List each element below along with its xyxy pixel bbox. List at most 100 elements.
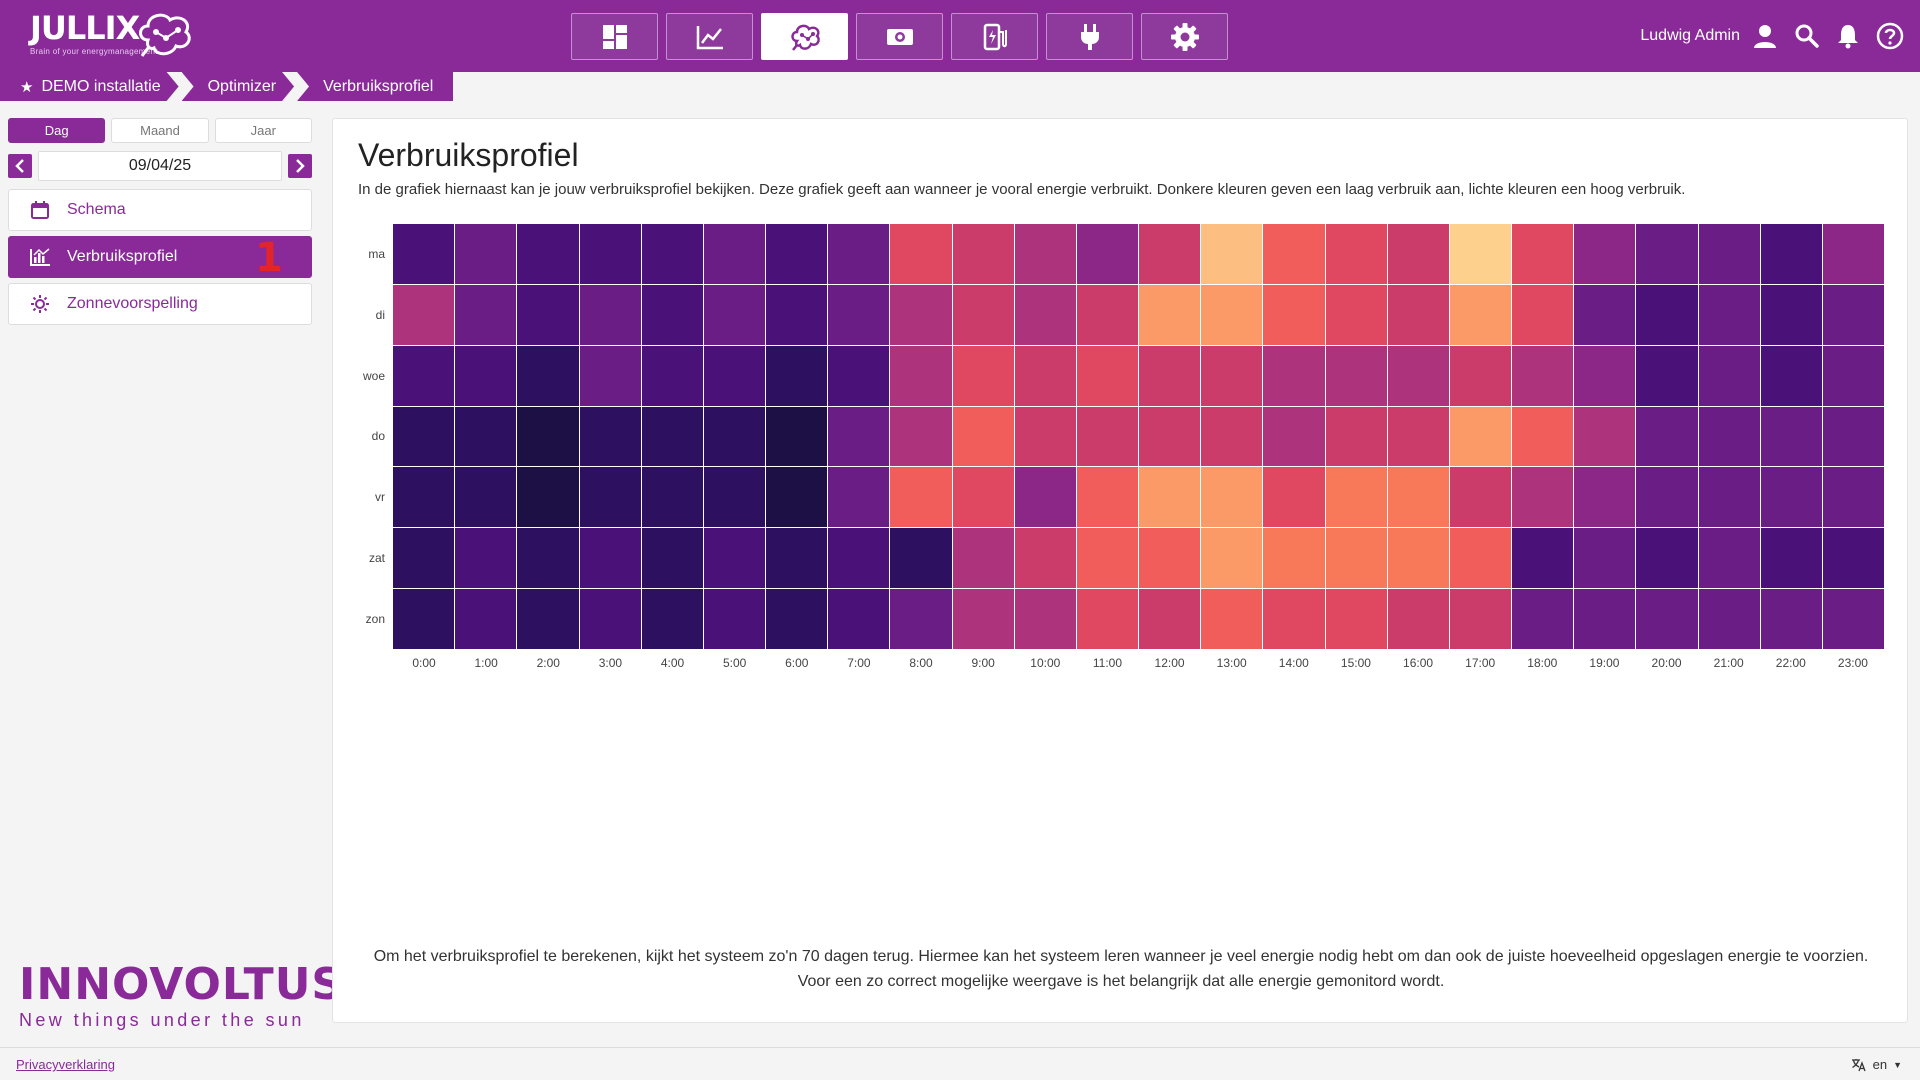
heatmap-cell[interactable]: [1636, 589, 1698, 649]
heatmap-cell[interactable]: [952, 345, 1014, 406]
heatmap-cell[interactable]: [1014, 224, 1076, 284]
heatmap-cell[interactable]: [1076, 589, 1138, 649]
heatmap-cell[interactable]: [1512, 528, 1574, 589]
heatmap-cell[interactable]: [1325, 528, 1387, 589]
heatmap-cell[interactable]: [1076, 467, 1138, 528]
heatmap-cell[interactable]: [393, 284, 455, 345]
heatmap-cell[interactable]: [703, 528, 765, 589]
heatmap-cell[interactable]: [641, 589, 703, 649]
heatmap-cell[interactable]: [952, 467, 1014, 528]
heatmap-cell[interactable]: [1325, 345, 1387, 406]
heatmap-cell[interactable]: [1387, 589, 1449, 649]
heatmap-cell[interactable]: [393, 467, 455, 528]
heatmap-cell[interactable]: [1014, 406, 1076, 467]
heatmap-cell[interactable]: [579, 284, 641, 345]
search-icon[interactable]: [1794, 23, 1820, 49]
heatmap-cell[interactable]: [1263, 224, 1325, 284]
heatmap-cell[interactable]: [641, 528, 703, 589]
heatmap-cell[interactable]: [1076, 406, 1138, 467]
heatmap-cell[interactable]: [1449, 224, 1511, 284]
heatmap-cell[interactable]: [641, 406, 703, 467]
heatmap-cell[interactable]: [1822, 224, 1884, 284]
heatmap-cell[interactable]: [641, 224, 703, 284]
heatmap-cell[interactable]: [766, 224, 828, 284]
heatmap-cell[interactable]: [1636, 406, 1698, 467]
heatmap-cell[interactable]: [579, 224, 641, 284]
heatmap-cell[interactable]: [1201, 467, 1263, 528]
heatmap-cell[interactable]: [1139, 345, 1201, 406]
nav-optimizer-button[interactable]: [761, 13, 848, 60]
heatmap-cell[interactable]: [1076, 284, 1138, 345]
heatmap-cell[interactable]: [1449, 406, 1511, 467]
breadcrumb-optimizer[interactable]: Optimizer: [182, 72, 294, 101]
heatmap-cell[interactable]: [1574, 467, 1636, 528]
heatmap-cell[interactable]: [1387, 406, 1449, 467]
heatmap-cell[interactable]: [455, 406, 517, 467]
heatmap-cell[interactable]: [579, 528, 641, 589]
heatmap-cell[interactable]: [1076, 345, 1138, 406]
heatmap-cell[interactable]: [1325, 589, 1387, 649]
heatmap-cell[interactable]: [455, 345, 517, 406]
heatmap-cell[interactable]: [828, 224, 890, 284]
nav-charger-button[interactable]: [951, 13, 1038, 60]
heatmap-cell[interactable]: [703, 467, 765, 528]
heatmap-cell[interactable]: [766, 406, 828, 467]
heatmap-cell[interactable]: [1139, 528, 1201, 589]
nav-finance-button[interactable]: [856, 13, 943, 60]
heatmap-cell[interactable]: [890, 284, 952, 345]
heatmap-cell[interactable]: [1263, 284, 1325, 345]
heatmap-cell[interactable]: [1201, 528, 1263, 589]
heatmap-cell[interactable]: [1014, 284, 1076, 345]
heatmap-cell[interactable]: [703, 284, 765, 345]
heatmap-cell[interactable]: [1263, 345, 1325, 406]
nav-devices-button[interactable]: [1046, 13, 1133, 60]
tab-day[interactable]: Dag: [8, 118, 106, 143]
tab-month[interactable]: Maand: [111, 118, 209, 143]
heatmap-cell[interactable]: [641, 467, 703, 528]
heatmap-cell[interactable]: [1636, 467, 1698, 528]
heatmap-cell[interactable]: [1760, 406, 1822, 467]
heatmap-cell[interactable]: [1636, 345, 1698, 406]
heatmap-cell[interactable]: [1201, 345, 1263, 406]
menu-item-verbruiksprofiel[interactable]: Verbruiksprofiel 1: [8, 236, 312, 278]
heatmap-cell[interactable]: [1698, 406, 1760, 467]
heatmap-cell[interactable]: [393, 589, 455, 649]
heatmap-cell[interactable]: [1325, 467, 1387, 528]
heatmap-cell[interactable]: [952, 284, 1014, 345]
heatmap-cell[interactable]: [1698, 528, 1760, 589]
heatmap-cell[interactable]: [766, 284, 828, 345]
heatmap-cell[interactable]: [1760, 528, 1822, 589]
date-field[interactable]: 09/04/25: [38, 151, 282, 181]
heatmap-cell[interactable]: [828, 528, 890, 589]
heatmap-cell[interactable]: [703, 224, 765, 284]
heatmap-cell[interactable]: [1574, 345, 1636, 406]
heatmap-cell[interactable]: [766, 345, 828, 406]
heatmap-cell[interactable]: [1449, 528, 1511, 589]
heatmap-cell[interactable]: [641, 345, 703, 406]
heatmap-cell[interactable]: [1822, 345, 1884, 406]
heatmap-cell[interactable]: [579, 406, 641, 467]
heatmap-cell[interactable]: [455, 224, 517, 284]
heatmap-cell[interactable]: [1387, 284, 1449, 345]
heatmap-cell[interactable]: [455, 589, 517, 649]
heatmap-cell[interactable]: [1512, 589, 1574, 649]
heatmap-cell[interactable]: [1822, 467, 1884, 528]
heatmap-cell[interactable]: [890, 528, 952, 589]
privacy-link[interactable]: Privacyverklaring: [16, 1057, 115, 1072]
menu-item-schema[interactable]: Schema: [8, 189, 312, 231]
heatmap-cell[interactable]: [1014, 345, 1076, 406]
heatmap-cell[interactable]: [1387, 224, 1449, 284]
heatmap-cell[interactable]: [1760, 224, 1822, 284]
heatmap-cell[interactable]: [1076, 224, 1138, 284]
heatmap-cell[interactable]: [1698, 284, 1760, 345]
heatmap-cell[interactable]: [393, 406, 455, 467]
heatmap-cell[interactable]: [1201, 406, 1263, 467]
heatmap-cell[interactable]: [1449, 345, 1511, 406]
heatmap-cell[interactable]: [455, 284, 517, 345]
heatmap-cell[interactable]: [828, 284, 890, 345]
heatmap-cell[interactable]: [766, 589, 828, 649]
heatmap-cell[interactable]: [517, 345, 579, 406]
heatmap-cell[interactable]: [703, 345, 765, 406]
heatmap-cell[interactable]: [1201, 589, 1263, 649]
heatmap-cell[interactable]: [703, 589, 765, 649]
